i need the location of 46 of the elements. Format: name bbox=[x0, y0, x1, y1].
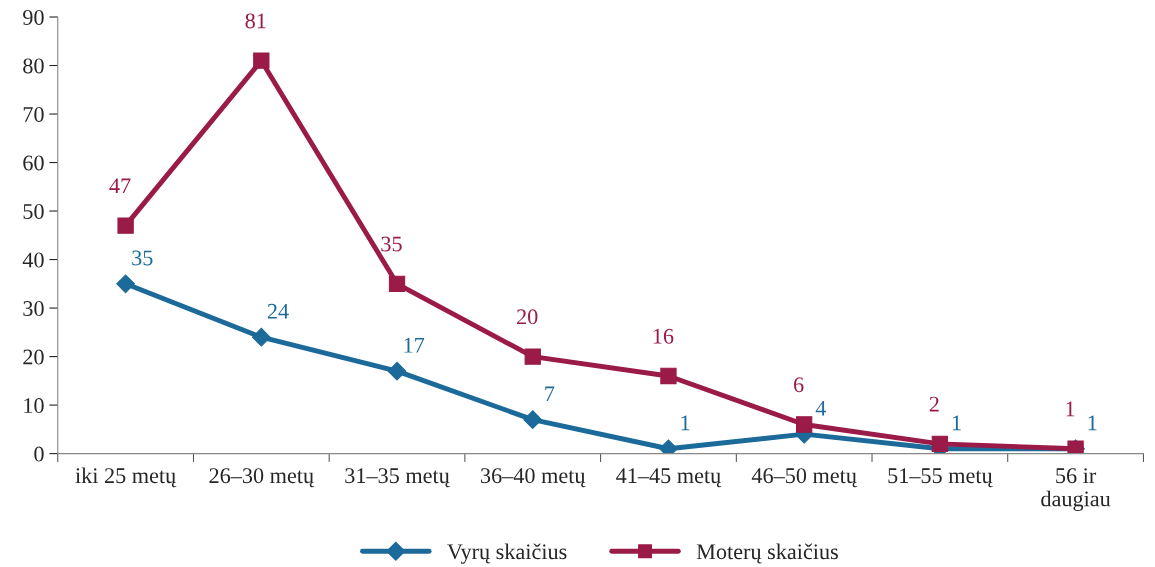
point bbox=[388, 275, 406, 292]
x-tick-label: 36–40 metų bbox=[481, 468, 586, 488]
x-tick-label: 51–55 metų bbox=[888, 468, 993, 488]
data-label: 24 bbox=[267, 303, 289, 319]
y-tick-label: 30 bbox=[23, 301, 44, 316]
y-tick-label: 10 bbox=[24, 398, 44, 414]
x-tick-label: iki 25 metų bbox=[75, 467, 177, 488]
legend-label: Moterų skaičius bbox=[696, 543, 838, 564]
point bbox=[524, 348, 541, 365]
data-label: 4 bbox=[815, 400, 827, 416]
y-tick-label: 90 bbox=[23, 9, 44, 25]
data-label: 17 bbox=[404, 337, 425, 353]
data-label: 47 bbox=[109, 178, 131, 194]
y-tick-label: 80 bbox=[23, 58, 44, 74]
y-tick-label: 50 bbox=[23, 203, 44, 219]
point bbox=[116, 274, 135, 294]
point bbox=[253, 52, 270, 69]
data-label: 1 bbox=[1066, 401, 1075, 417]
data-label: 7 bbox=[545, 386, 555, 402]
y-tick-label: 40 bbox=[22, 252, 44, 268]
data-label: 1 bbox=[681, 415, 690, 431]
point bbox=[660, 367, 677, 385]
y-tick-label: 70 bbox=[23, 106, 44, 122]
data-label: 81 bbox=[245, 13, 266, 29]
data-label: 1 bbox=[1088, 415, 1097, 431]
x-tick-label: 41–45 metų bbox=[616, 468, 722, 488]
data-label: 2 bbox=[929, 396, 939, 412]
point bbox=[117, 217, 134, 234]
point bbox=[387, 361, 407, 381]
data-label: 1 bbox=[952, 415, 961, 431]
y-tick-label: 20 bbox=[23, 349, 44, 365]
point bbox=[523, 410, 543, 429]
point bbox=[796, 416, 813, 433]
x-tick-label: 56 ir daugiau bbox=[1041, 468, 1111, 511]
data-label: 16 bbox=[653, 328, 674, 344]
y-tick-label: 60 bbox=[23, 155, 44, 171]
data-label: 6 bbox=[794, 377, 804, 393]
x-tick-label: 26–30 metų bbox=[209, 468, 315, 488]
point bbox=[251, 327, 271, 347]
x-tick-label: 31–35 metų bbox=[345, 468, 450, 488]
y-tick-label: 0 bbox=[34, 446, 44, 462]
data-label: 20 bbox=[517, 309, 538, 325]
x-tick-label: 46–50 metų bbox=[751, 468, 857, 488]
legend-label: Vyrų skaičius bbox=[447, 543, 567, 564]
data-label: 35 bbox=[132, 250, 153, 266]
data-label: 35 bbox=[381, 236, 402, 252]
